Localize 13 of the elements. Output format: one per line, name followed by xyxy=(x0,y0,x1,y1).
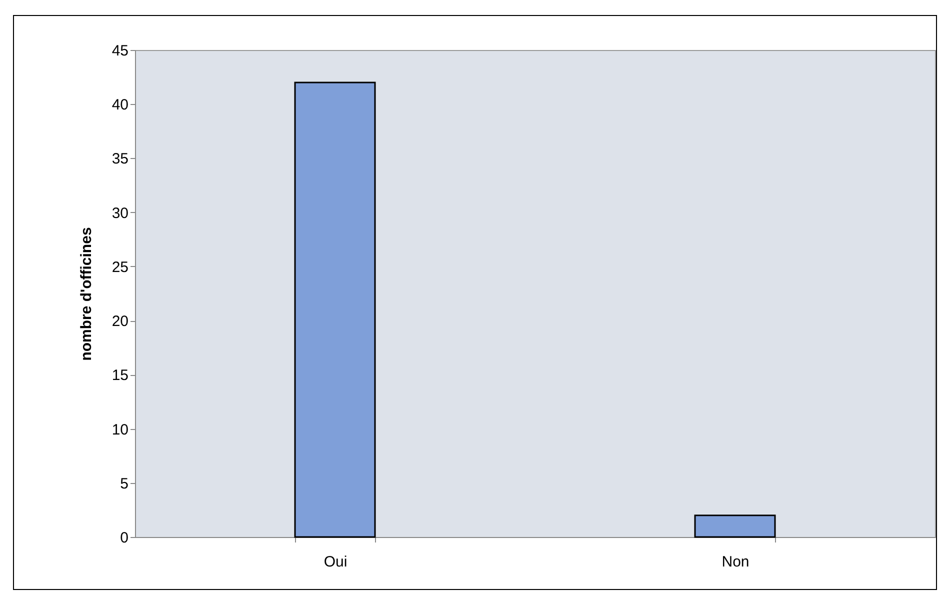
y-tick-label: 15 xyxy=(112,367,128,384)
y-tick-label: 35 xyxy=(112,150,128,168)
y-tick-label: 5 xyxy=(120,475,128,492)
y-axis-title: nombre d'officines xyxy=(78,227,95,361)
x-tick-label: Non xyxy=(722,554,750,570)
y-tick-label: 20 xyxy=(112,313,128,330)
y-tick-label: 40 xyxy=(112,96,128,114)
y-tick-label: 10 xyxy=(112,421,128,438)
x-tick-label: Oui xyxy=(324,554,348,570)
y-tick-label: 0 xyxy=(120,530,128,546)
y-tick-label: 45 xyxy=(112,42,128,60)
y-tick-label: 25 xyxy=(112,258,128,276)
y-tick-label: 30 xyxy=(112,204,128,222)
